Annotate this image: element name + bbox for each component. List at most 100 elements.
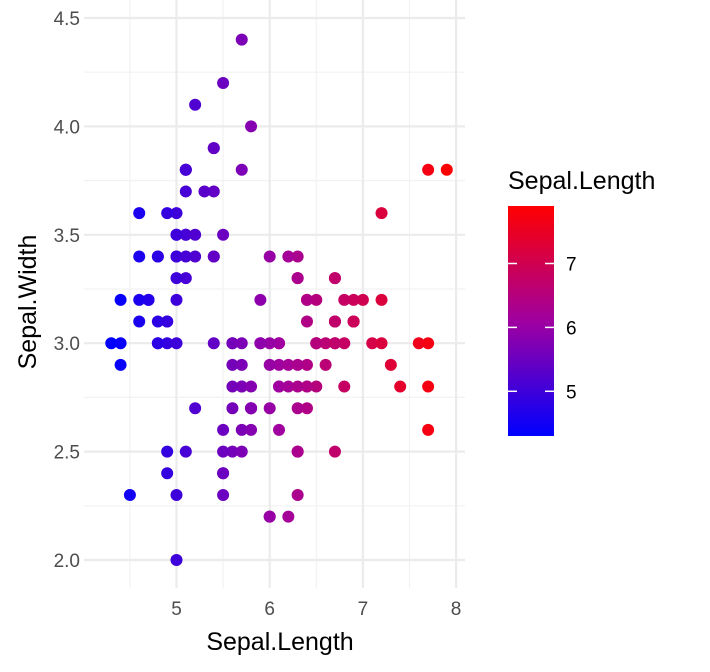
data-point (310, 337, 323, 350)
data-point (347, 293, 360, 306)
x-axis-title: Sepal.Length (206, 628, 353, 656)
data-point (291, 272, 304, 285)
data-points (105, 33, 453, 566)
data-point (170, 554, 183, 566)
data-point (189, 250, 202, 263)
y-tick-label: 2.0 (54, 551, 80, 572)
data-point (105, 337, 118, 350)
data-point (422, 337, 435, 350)
data-point (328, 272, 341, 285)
data-point (133, 207, 146, 220)
data-point (254, 293, 267, 306)
data-point (300, 358, 313, 371)
data-point (226, 402, 239, 415)
data-point (189, 228, 202, 241)
data-point (226, 380, 239, 393)
data-point (161, 337, 174, 350)
data-point (217, 445, 230, 458)
data-point (282, 380, 295, 393)
data-point (179, 163, 192, 176)
data-point (235, 380, 248, 393)
data-point (207, 142, 220, 155)
legend-title: Sepal.Length (508, 167, 655, 195)
x-tick-label: 8 (451, 599, 462, 620)
data-point (226, 358, 239, 371)
data-point (245, 120, 258, 133)
data-point (245, 402, 258, 415)
data-point (300, 402, 313, 415)
data-point (170, 293, 183, 306)
data-point (217, 488, 230, 501)
data-point (142, 293, 155, 306)
data-point (328, 337, 341, 350)
data-point (282, 250, 295, 263)
data-point (422, 380, 435, 393)
data-point (263, 402, 276, 415)
data-point (282, 358, 295, 371)
data-point (347, 315, 360, 328)
y-tick-label: 3.0 (54, 334, 80, 355)
legend-colorbar (508, 206, 554, 436)
data-point (273, 423, 286, 436)
data-point (273, 337, 286, 350)
data-point (291, 250, 304, 263)
data-point (217, 77, 230, 90)
data-point (235, 445, 248, 458)
data-point (412, 337, 425, 350)
data-point (161, 207, 174, 220)
data-point (356, 293, 369, 306)
legend-label: 7 (566, 255, 577, 276)
data-point (170, 488, 183, 501)
data-point (319, 337, 332, 350)
data-point (273, 380, 286, 393)
data-point (151, 337, 164, 350)
data-point (375, 337, 388, 350)
data-point (161, 445, 174, 458)
data-point (328, 315, 341, 328)
data-point (179, 228, 192, 241)
data-point (263, 250, 276, 263)
data-point (375, 207, 388, 220)
data-point (375, 293, 388, 306)
data-point (440, 163, 453, 176)
data-point (226, 445, 239, 458)
y-axis-title: Sepal.Width (14, 235, 42, 370)
data-point (282, 510, 295, 523)
legend-ticks: 5 6 7 (508, 255, 577, 403)
data-point (300, 315, 313, 328)
axes: 5 6 7 8 2.0 2.5 3.0 3.5 4.0 4.5 (54, 9, 462, 620)
legend-label: 5 (566, 382, 577, 403)
data-point (319, 358, 332, 371)
data-point (179, 250, 192, 263)
data-point (161, 467, 174, 480)
color-legend: Sepal.Length 5 6 7 (508, 167, 655, 436)
data-point (422, 423, 435, 436)
data-point (217, 423, 230, 436)
data-point (133, 250, 146, 263)
data-point (217, 228, 230, 241)
data-point (291, 488, 304, 501)
data-point (300, 293, 313, 306)
data-point (394, 380, 407, 393)
data-point (328, 445, 341, 458)
data-point (198, 185, 211, 198)
data-point (254, 337, 267, 350)
data-point (235, 163, 248, 176)
data-point (310, 293, 323, 306)
data-point (170, 337, 183, 350)
data-point (207, 185, 220, 198)
data-point (179, 272, 192, 285)
data-point (170, 207, 183, 220)
data-point (300, 380, 313, 393)
data-point (170, 228, 183, 241)
data-point (263, 337, 276, 350)
data-point (422, 163, 435, 176)
data-point (291, 358, 304, 371)
plot-panel (84, 0, 465, 588)
data-point (338, 293, 351, 306)
data-point (291, 445, 304, 458)
data-point (384, 358, 397, 371)
data-point (245, 380, 258, 393)
data-point (151, 250, 164, 263)
